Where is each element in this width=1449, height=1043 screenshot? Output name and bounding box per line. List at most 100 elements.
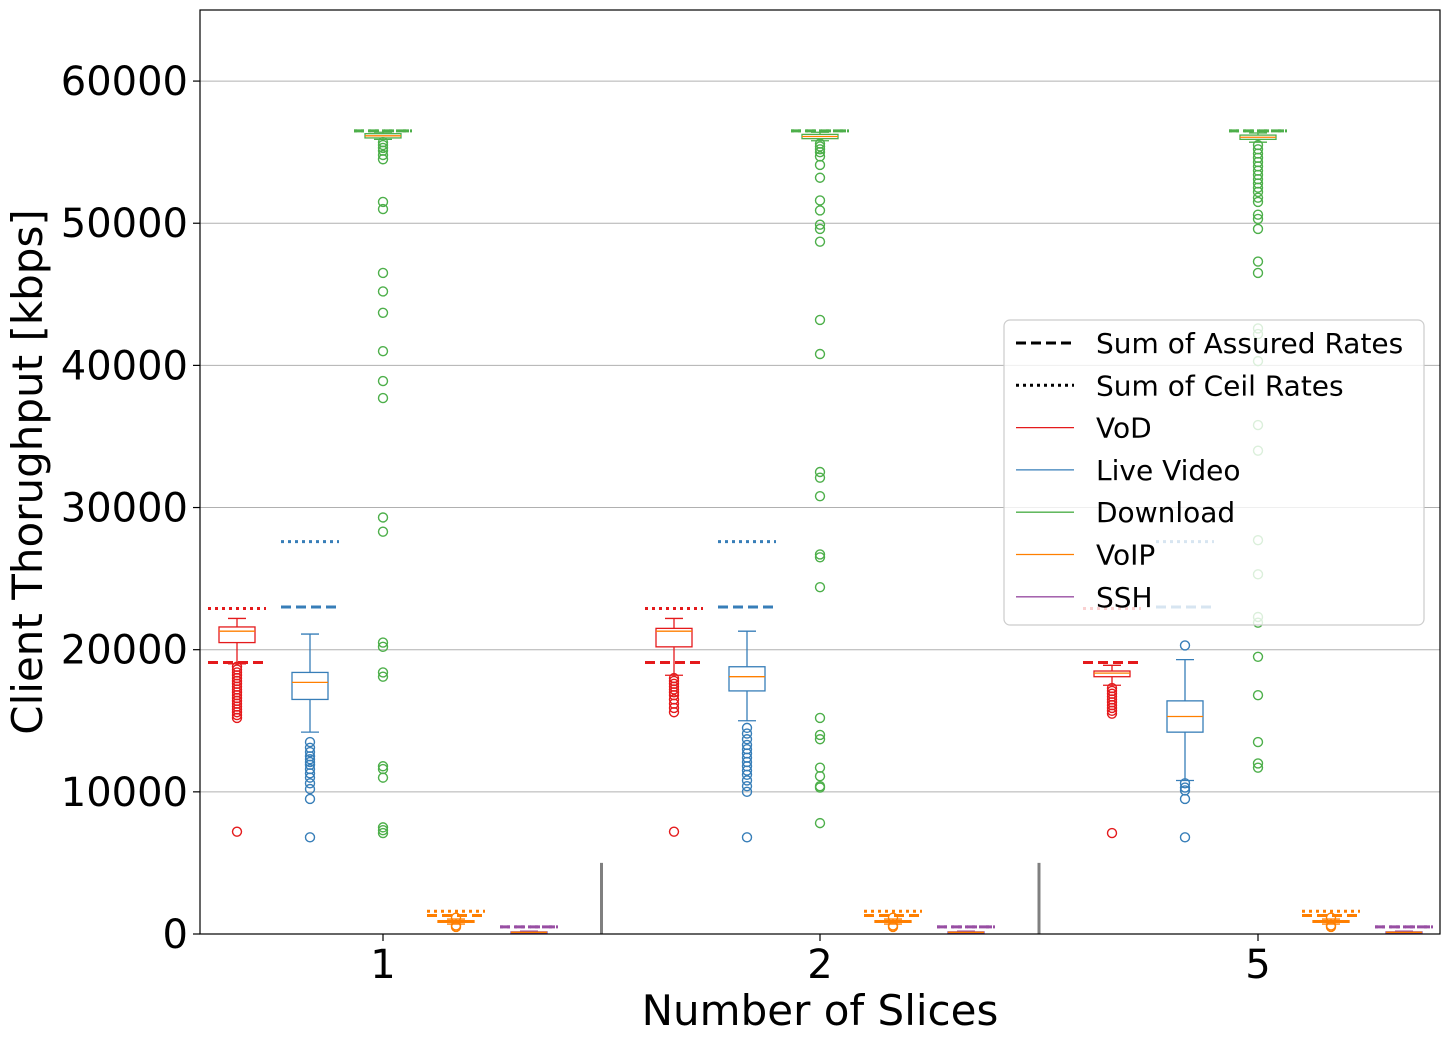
legend: Sum of Assured Rates Sum of Ceil Rates VoD… [1003,319,1425,626]
outlier-point [814,159,826,171]
outlier-point [377,825,389,836]
box-ssh-5 [1375,925,1433,934]
outlier-point [1252,223,1264,235]
outlier-point [304,793,316,805]
outlier-point [1252,762,1264,773]
outlier-point [231,826,243,837]
outlier-point [741,765,753,776]
outlier-point [814,552,826,563]
grid-lines [200,80,1440,793]
outlier-point [814,466,826,478]
outlier-point [814,205,826,216]
outlier-point [1179,640,1191,651]
outlier-point [304,753,316,765]
outlier-point [1252,182,1264,193]
outlier-point [377,772,389,783]
outlier-point [377,345,389,357]
outlier-point [1106,705,1118,717]
y-tick-label: 50000 [61,201,188,247]
outlier-point [1252,186,1264,198]
outlier-point [814,549,826,560]
outlier-point [304,768,316,779]
outlier-point [814,782,826,793]
group-separators [600,862,1041,934]
outlier-point [304,736,316,748]
outlier-point [668,702,680,714]
outlier-point [304,746,316,758]
outlier-point [377,667,389,678]
outlier-point [377,392,389,404]
x-axis-title: Number of Slices [642,986,999,1035]
outlier-point [741,728,753,739]
outlier-point [450,912,462,923]
outlier-point [231,712,243,724]
outlier-point [1325,912,1337,923]
outlier-point [1179,832,1191,843]
outlier-point [741,780,753,792]
x-axis-ticks: 1 2 5 [370,934,1271,988]
outlier-point [741,832,753,843]
box-download-2 [791,129,849,829]
outlier-point [1252,736,1264,748]
outlier-point [1252,192,1264,203]
y-tick-label: 20000 [61,628,188,674]
outlier-point [377,526,389,537]
outlier-point [1106,708,1118,719]
outlier-point [1252,213,1264,225]
outlier-point [814,223,826,235]
legend-label: VoD [1096,412,1152,445]
box-vod-2 [645,606,703,837]
outlier-point [741,775,753,786]
outlier-point [377,154,389,165]
legend-label: Sum of Assured Rates [1096,327,1403,360]
outlier-point [377,827,389,839]
outlier-point [814,236,826,247]
outlier-point [814,734,826,745]
outlier-point [1252,209,1264,220]
legend-label: VoIP [1096,539,1155,572]
x-tick-label: 2 [807,942,832,988]
box-iqr [218,626,256,644]
outlier-point [814,771,826,782]
outlier-point [1179,793,1191,805]
outlier-point [741,734,753,745]
legend-label: Sum of Ceil Rates [1096,369,1344,402]
outlier-point [814,490,826,502]
box-iqr [655,627,693,648]
outlier-point [377,203,389,215]
outlier-point [377,196,389,208]
outlier-point [814,219,826,230]
outlier-point [377,267,389,279]
outlier-point [1179,778,1191,789]
legend-label: Live Video [1096,454,1241,487]
outlier-point [377,375,389,387]
legend-box [1003,319,1425,626]
outlier-point [1106,702,1118,714]
box-ssh-2 [937,925,995,934]
outlier-point [814,314,826,326]
outlier-point [304,783,316,795]
outlier-point [1179,782,1191,793]
outlier-point [814,817,826,829]
outlier-point [304,778,316,789]
outlier-point [304,772,316,783]
box-iqr [728,666,766,692]
outlier-point [1252,758,1264,769]
box-voip-1 [427,909,485,933]
outlier-point [887,912,899,923]
box-voip-2 [864,909,922,933]
outlier-point [377,286,389,297]
outlier-point [1252,651,1264,662]
outlier-point [231,709,243,721]
outlier-point [377,142,389,154]
legend-label: SSH [1096,581,1153,614]
outlier-point [814,141,826,152]
outlier-point [814,172,826,183]
outlier-point [668,687,680,698]
box-download-1 [354,129,412,839]
outlier-point [814,712,826,724]
outlier-point [814,146,826,158]
outlier-point [377,641,389,653]
outlier-point [1106,827,1118,839]
